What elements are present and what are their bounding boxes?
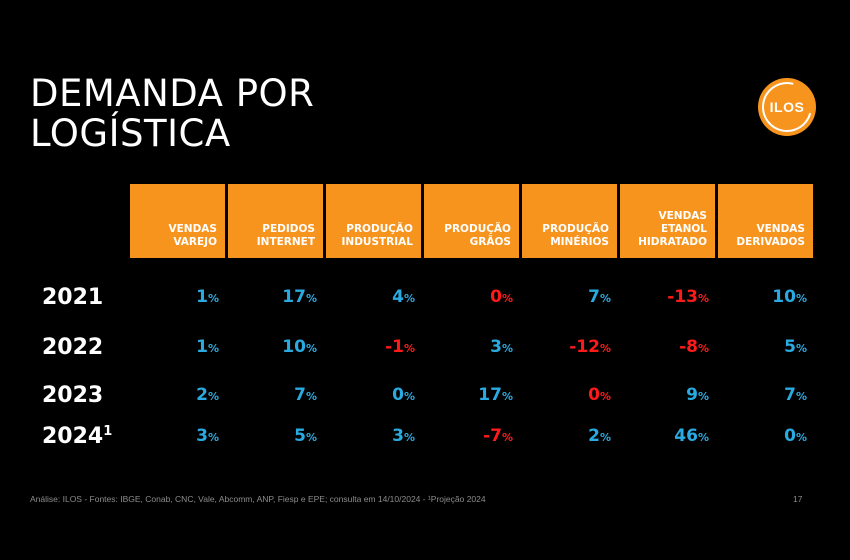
table-cell: 0% [392, 385, 415, 405]
header-producao-industrial: PRODUÇÃO INDUSTRIAL [326, 184, 421, 258]
header-producao-minerios: PRODUÇÃO MINÉRIOS [522, 184, 617, 258]
column-headers: VENDAS VAREJO PEDIDOS INTERNET PRODUÇÃO … [130, 184, 813, 258]
percent-unit: % [697, 390, 709, 403]
table-cell: 10% [282, 337, 317, 357]
year-footnote-marker: 1 [103, 423, 113, 439]
percent-unit: % [599, 431, 611, 444]
percent-unit: % [599, 292, 611, 305]
row-year: 20241 [42, 423, 113, 449]
page-number: 17 [793, 494, 803, 504]
table-cell: 7% [294, 385, 317, 405]
percent-unit: % [697, 292, 709, 305]
table-cell: -8% [679, 337, 709, 357]
percent-unit: % [599, 342, 611, 355]
percent-unit: % [697, 431, 709, 444]
table-cell: 5% [784, 337, 807, 357]
table-cell: 3% [196, 426, 219, 446]
header-vendas-derivados: VENDAS DERIVADOS [718, 184, 813, 258]
percent-unit: % [403, 431, 415, 444]
percent-unit: % [501, 390, 513, 403]
table-cell: 5% [294, 426, 317, 446]
table-cell: 0% [588, 385, 611, 405]
percent-unit: % [795, 342, 807, 355]
table-cell: 2% [588, 426, 611, 446]
table-cell: 0% [490, 287, 513, 307]
percent-unit: % [403, 292, 415, 305]
percent-unit: % [305, 390, 317, 403]
table-cell: 1% [196, 287, 219, 307]
table-cell: 7% [784, 385, 807, 405]
table-cell: -13% [667, 287, 709, 307]
row-year: 2021 [42, 284, 104, 310]
table-cell: 7% [588, 287, 611, 307]
ilos-logo: ILOS [752, 72, 822, 142]
percent-unit: % [795, 431, 807, 444]
percent-unit: % [795, 390, 807, 403]
percent-unit: % [501, 342, 513, 355]
row-year: 2022 [42, 334, 104, 360]
table-cell: 10% [772, 287, 807, 307]
percent-unit: % [697, 342, 709, 355]
table-cell: -12% [569, 337, 611, 357]
table-cell: -7% [483, 426, 513, 446]
header-vendas-varejo: VENDAS VAREJO [130, 184, 225, 258]
logo-text: ILOS [769, 99, 805, 115]
table-row: 2022 1% 10% -1% 3% -12% -8% 5% [30, 332, 816, 362]
percent-unit: % [305, 342, 317, 355]
percent-unit: % [305, 431, 317, 444]
table-cell: 2% [196, 385, 219, 405]
table-cell: -1% [385, 337, 415, 357]
percent-unit: % [207, 342, 219, 355]
percent-unit: % [207, 390, 219, 403]
header-producao-graos: PRODUÇÃO GRÃOS [424, 184, 519, 258]
table-cell: 9% [686, 385, 709, 405]
title-line-1: DEMANDA POR [30, 72, 315, 115]
table-cell: 17% [282, 287, 317, 307]
title-line-2: LOGÍSTICA [30, 112, 231, 155]
percent-unit: % [599, 390, 611, 403]
table-cell: 1% [196, 337, 219, 357]
source-footnote: Análise: ILOS - Fontes: IBGE, Conab, CNC… [30, 494, 486, 504]
header-vendas-etanol-hidratado: VENDAS ETANOL HIDRATADO [620, 184, 715, 258]
row-year: 2023 [42, 382, 104, 408]
percent-unit: % [207, 292, 219, 305]
percent-unit: % [305, 292, 317, 305]
percent-unit: % [501, 431, 513, 444]
table-cell: 3% [490, 337, 513, 357]
percent-unit: % [207, 431, 219, 444]
percent-unit: % [795, 292, 807, 305]
page-title: DEMANDA POR LOGÍSTICA [30, 74, 314, 154]
table-row: 20241 3% 5% 3% -7% 2% 46% 0% [30, 421, 816, 451]
percent-unit: % [501, 292, 513, 305]
percent-unit: % [403, 390, 415, 403]
percent-unit: % [403, 342, 415, 355]
table-cell: 4% [392, 287, 415, 307]
table-cell: 46% [674, 426, 709, 446]
table-row: 2021 1% 17% 4% 0% 7% -13% 10% [30, 282, 816, 312]
table-cell: 0% [784, 426, 807, 446]
table-cell: 17% [478, 385, 513, 405]
table-row: 2023 2% 7% 0% 17% 0% 9% 7% [30, 380, 816, 410]
header-pedidos-internet: PEDIDOS INTERNET [228, 184, 323, 258]
table-cell: 3% [392, 426, 415, 446]
